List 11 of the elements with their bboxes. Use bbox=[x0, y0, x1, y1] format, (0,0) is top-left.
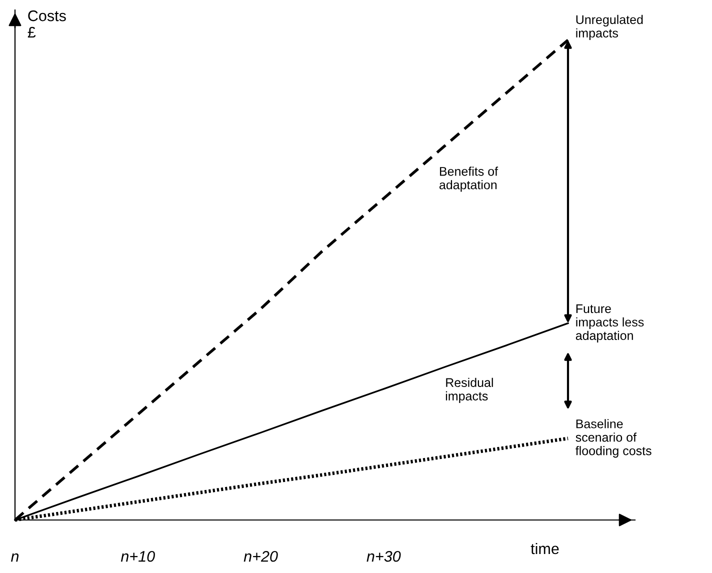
x-tick-label: n bbox=[11, 553, 19, 562]
y-axis-title: Costs £ bbox=[28, 10, 66, 38]
series-label: Unregulated impacts bbox=[576, 14, 643, 40]
x-axis-title: time bbox=[530, 542, 559, 554]
annotation: Benefits of adaptation bbox=[440, 166, 498, 192]
x-tick-label: n+10 bbox=[120, 550, 155, 562]
x-tick-label: n+20 bbox=[244, 550, 278, 562]
annotation: Residual impacts bbox=[446, 378, 493, 403]
x-tick-label: n+30 bbox=[366, 550, 401, 562]
series-label: Baseline scenario of flooding costs bbox=[576, 419, 652, 458]
legend-label: Future impacts less adaptation bbox=[576, 304, 644, 342]
